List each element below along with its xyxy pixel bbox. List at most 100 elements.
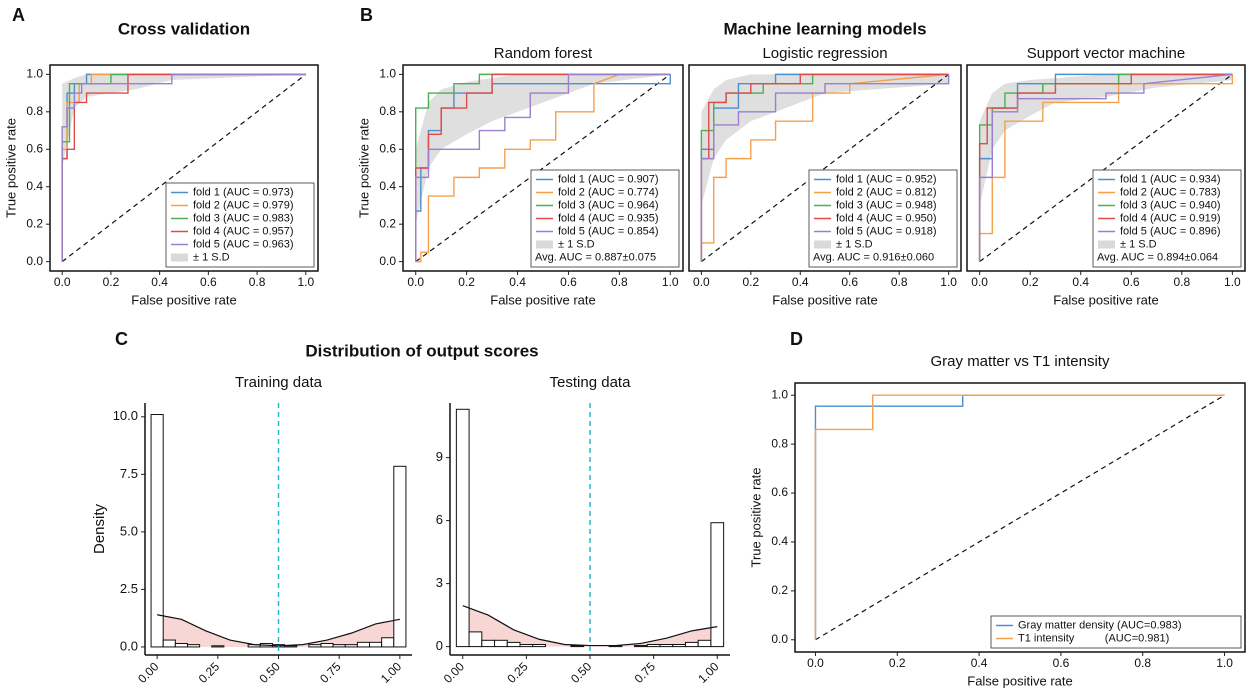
hist-bar [519,644,534,648]
annotation: Avg. AUC = 0.887±0.075 [535,251,656,263]
y-tick-label: 2.5 [120,581,138,596]
legend-label: Gray matter density (AUC=0.983) [1018,619,1182,631]
x-tick-label: 1.0 [297,275,314,289]
hist-bar [646,644,661,648]
y-tick-label: 0.4 [26,179,43,193]
y-tick-label: 6 [436,512,443,527]
panel-label: A [12,5,25,25]
x-tick-label: 0.6 [841,275,858,289]
panel-label: D [790,329,803,349]
y-tick-label: 1.0 [26,67,43,81]
y-tick-label: 10.0 [113,408,138,423]
x-tick-label: 0.0 [54,275,71,289]
x-tick-label: 0.25 [196,659,223,686]
y-tick-label: 0.8 [379,104,396,118]
roc-curve [700,73,949,262]
plot-frame [966,64,1246,272]
x-tick-label: 0.0 [971,275,988,289]
legend-label: fold 2 (AUC = 0.812) [836,186,937,198]
x-tick-label: 1.00 [695,659,722,686]
legend-label: fold 5 (AUC = 0.918) [836,225,937,237]
legend-label: fold 5 (AUC = 0.854) [558,225,659,237]
density-area [157,614,400,647]
legend-label: fold 3 (AUC = 0.948) [836,199,937,211]
hist-bar [344,644,358,648]
y-tick-label: 0.0 [771,632,788,646]
x-tick-label: 0.4 [971,656,988,670]
y-axis-label: Density [91,503,108,554]
x-tick-label: 1.0 [662,275,679,289]
y-tick-label: 0.0 [26,254,43,268]
legend-label: fold 1 (AUC = 0.973) [193,186,294,198]
y-tick-label: 0 [436,638,443,653]
legend-label: ± 1 S.D [836,238,873,250]
legend-swatch [814,240,831,249]
chance-line [815,394,1225,641]
y-tick-label: 0.2 [379,216,396,230]
x-tick-label: 0.6 [1053,656,1070,670]
hist-bar [356,641,371,648]
x-tick-label: 0.0 [693,275,710,289]
legend-label: ± 1 S.D [193,251,230,263]
hist-bar [211,645,225,648]
x-tick-label: 0.8 [891,275,908,289]
legend-label: fold 1 (AUC = 0.952) [836,173,937,185]
x-tick-label: 0.4 [151,275,168,289]
x-tick-label: 0.2 [742,275,759,289]
x-tick-label: 0.75 [632,659,659,686]
x-tick-label: 0.2 [458,275,475,289]
roc-curve [415,73,671,262]
y-axis-label: True positive rate [356,118,371,218]
x-axis-label: False positive rate [490,292,596,307]
hist-bar [162,639,176,648]
x-tick-label: 0.6 [560,275,577,289]
y-tick-label: 0.6 [379,141,396,155]
x-tick-label: 0.8 [611,275,628,289]
legend-swatch [536,240,553,249]
chance-line [701,73,949,263]
y-tick-label: 0.0 [120,638,138,653]
y-tick-label: 0.8 [771,436,788,450]
hist-bar [332,644,346,648]
x-axis-label: False positive rate [1053,292,1159,307]
x-tick-label: 0.25 [504,659,531,686]
legend-label: fold 1 (AUC = 0.907) [558,173,659,185]
plot-frame [402,64,684,272]
hist-bar [393,465,407,648]
legend-label: fold 3 (AUC = 0.964) [558,199,659,211]
panel-label: B [360,5,373,25]
x-tick-label: 0.8 [249,275,266,289]
legend-label: fold 5 (AUC = 0.896) [1120,225,1221,237]
hist-bar [455,408,470,648]
roc-curve [415,73,671,262]
x-tick-label: 0.0 [807,656,824,670]
plot-frame [688,64,962,272]
hist-bar [684,641,699,648]
density-area [462,605,718,647]
hist-bar [710,522,725,648]
plot-frame [794,382,1246,653]
legend-box [808,169,958,268]
legend-box [165,182,315,268]
x-tick-label: 0.8 [1134,656,1151,670]
x-tick-label: 1.0 [940,275,957,289]
legend-swatch [171,253,188,262]
chart-title: Cross validation [118,19,250,38]
y-tick-label: 1.0 [379,67,396,81]
chart-title: Testing data [550,374,632,391]
density-curve [462,605,718,647]
hist-bar [494,639,508,648]
plot-frame [49,64,319,272]
x-tick-label: 0.2 [889,656,906,670]
hist-bar [634,645,648,648]
hist-bar [532,644,546,648]
y-tick-label: 1.0 [771,387,788,401]
hist-bar [369,641,383,648]
x-tick-label: 0.6 [200,275,217,289]
x-tick-label: 0.4 [1072,275,1089,289]
panel-label: C [115,329,128,349]
x-tick-label: 0.4 [509,275,526,289]
legend-label: fold 3 (AUC = 0.983) [193,212,294,224]
hist-bar [320,642,334,648]
legend-label: fold 5 (AUC = 0.963) [193,238,294,250]
